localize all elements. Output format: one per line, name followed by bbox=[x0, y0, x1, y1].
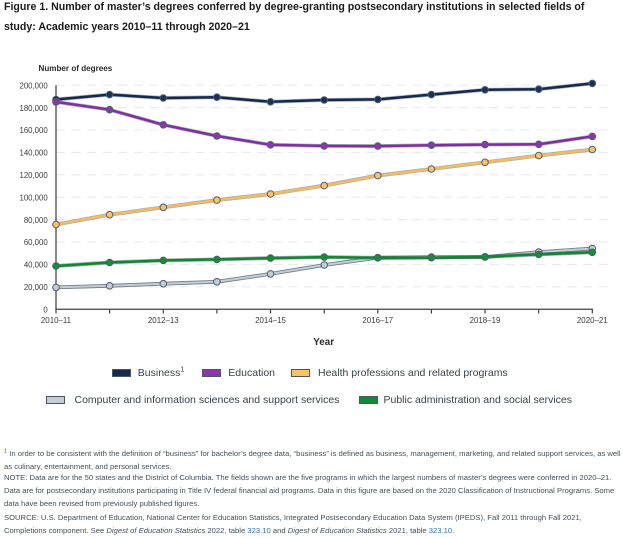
svg-text:120,000: 120,000 bbox=[20, 171, 49, 180]
svg-text:2018–19: 2018–19 bbox=[470, 316, 501, 325]
svg-text:40,000: 40,000 bbox=[24, 261, 49, 270]
svg-text:2016–17: 2016–17 bbox=[362, 316, 393, 325]
svg-text:100,000: 100,000 bbox=[20, 193, 49, 202]
svg-text:2012–13: 2012–13 bbox=[148, 316, 179, 325]
svg-text:180,000: 180,000 bbox=[20, 104, 49, 113]
svg-text:160,000: 160,000 bbox=[20, 126, 49, 135]
svg-text:2010–11: 2010–11 bbox=[41, 316, 71, 325]
svg-text:60,000: 60,000 bbox=[24, 238, 49, 247]
svg-text:140,000: 140,000 bbox=[20, 149, 49, 158]
svg-text:20,000: 20,000 bbox=[24, 283, 49, 292]
svg-text:200,000: 200,000 bbox=[20, 81, 49, 90]
svg-text:2014–15: 2014–15 bbox=[255, 316, 286, 325]
svg-text:0: 0 bbox=[43, 305, 48, 314]
svg-text:2020–21: 2020–21 bbox=[577, 316, 608, 325]
svg-text:Number of degrees: Number of degrees bbox=[39, 64, 113, 73]
svg-text:80,000: 80,000 bbox=[24, 216, 49, 225]
